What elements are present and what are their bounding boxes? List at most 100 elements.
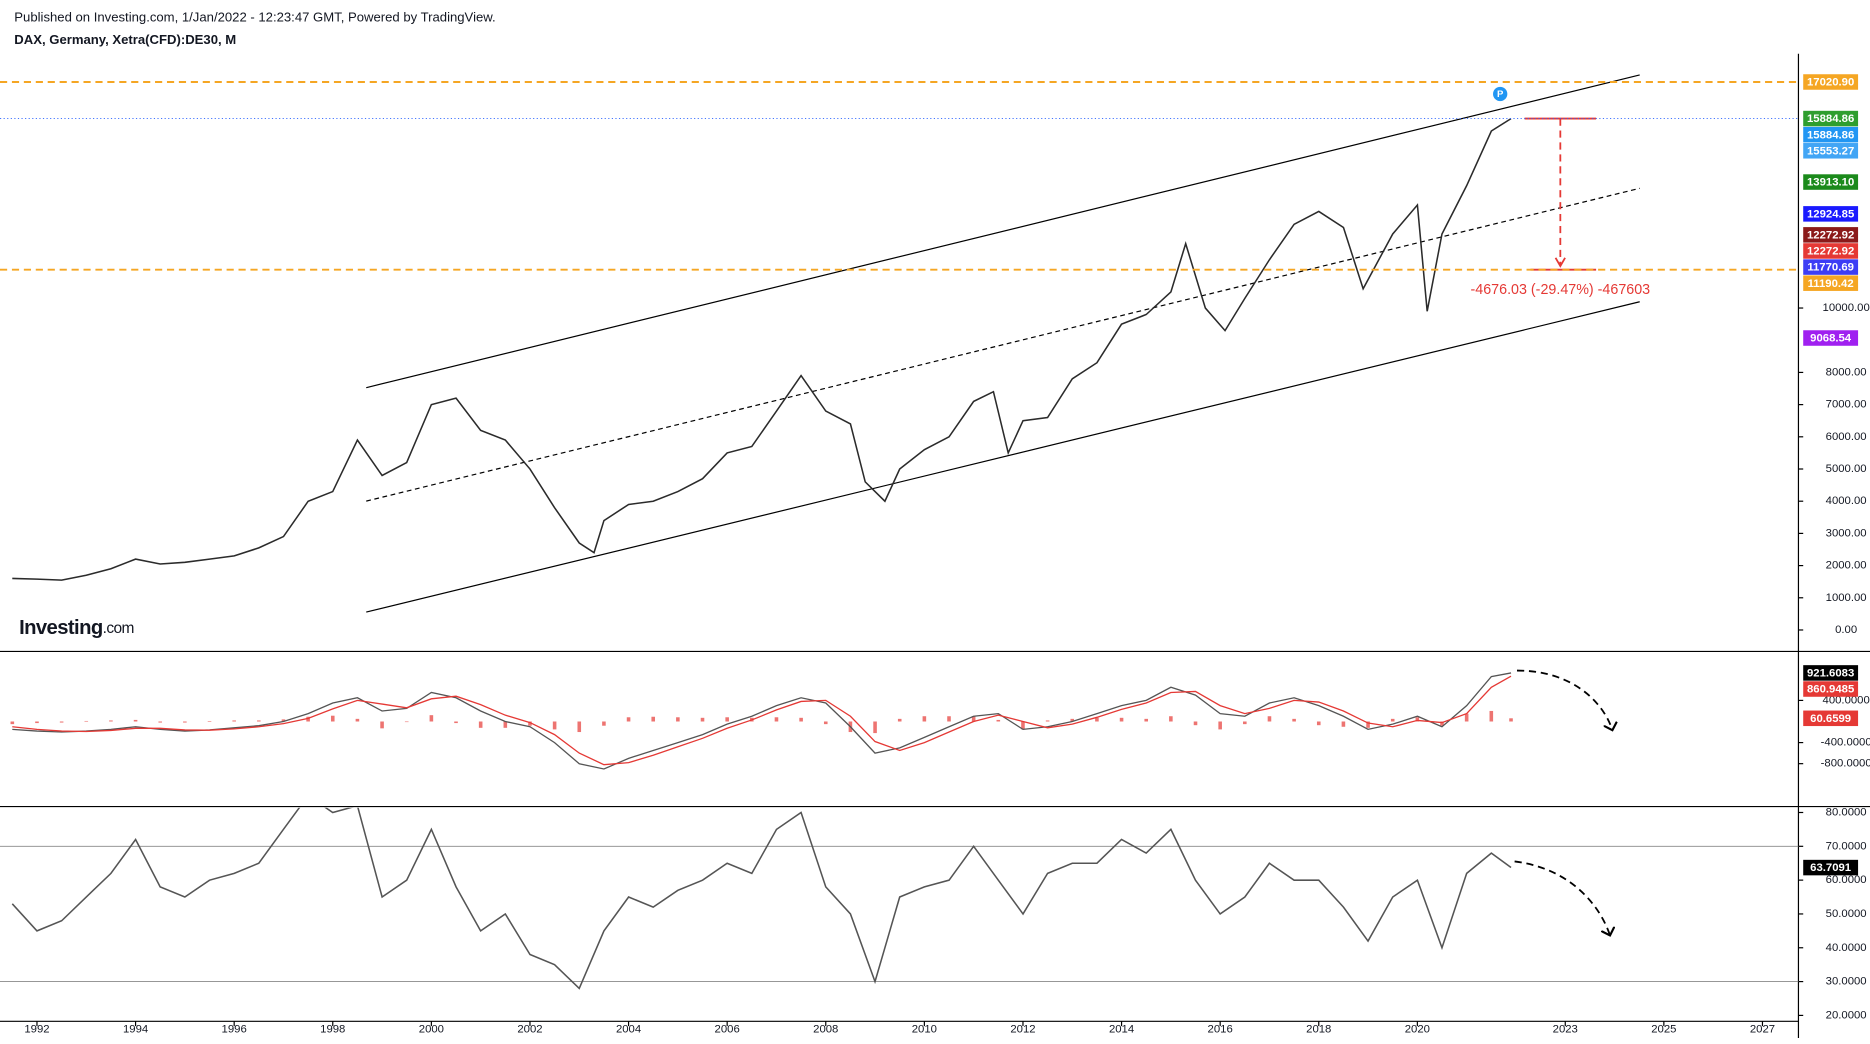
y-tick-label: -400.0000	[1821, 737, 1870, 749]
histogram-bar	[35, 721, 39, 724]
y-tick-label: 80.0000	[1826, 806, 1867, 818]
event-marker-label: P	[1497, 89, 1504, 100]
histogram-bar	[1193, 721, 1198, 726]
price-badge-label: 12924.85	[1807, 208, 1854, 220]
y-tick-label: -800.0000	[1821, 758, 1870, 770]
price-badge-label: 9068.54	[1810, 333, 1852, 345]
price-badge	[1803, 330, 1859, 346]
logo: Investing.com	[19, 617, 134, 639]
histogram-bar	[947, 716, 951, 722]
indicator-line	[12, 672, 1512, 770]
histogram-bar	[257, 720, 261, 722]
histogram-bar	[626, 717, 631, 722]
price-badge-label: 11190.42	[1808, 278, 1854, 290]
price-badge	[1803, 710, 1859, 727]
price-badge-label: 63.7091	[1810, 862, 1851, 874]
histogram-bar	[1440, 721, 1444, 726]
logo-suffix: .com	[103, 620, 134, 637]
y-tick-label: 30.0000	[1826, 976, 1867, 988]
histogram-bar	[1341, 721, 1346, 727]
price-badge-label: 13913.10	[1807, 177, 1854, 189]
histogram-bar	[602, 721, 606, 726]
price-badge	[1803, 110, 1859, 127]
price-badge-label: 60.6599	[1810, 713, 1851, 725]
histogram-bar	[1045, 720, 1050, 722]
y-tick-label: 6000.00	[1826, 431, 1867, 443]
price-badge-label: 15553.27	[1807, 145, 1854, 157]
projection-arrow	[1514, 860, 1610, 935]
price-badge-label: 15884.86	[1807, 113, 1854, 125]
measure-label: -4676.03 (-29.47%) -467603	[1471, 282, 1651, 298]
panel	[0, 807, 1799, 990]
histogram-bar	[552, 721, 557, 730]
logo-main: Investing	[19, 617, 103, 639]
x-tick-label: 2014	[1109, 1024, 1134, 1036]
histogram-bar	[1218, 721, 1222, 730]
histogram-bar	[478, 721, 483, 728]
histogram-bar	[725, 717, 729, 722]
y-tick-label: 50.0000	[1826, 908, 1867, 920]
price-line	[11, 807, 1512, 990]
x-tick-label: 2027	[1750, 1024, 1775, 1036]
x-tick-label: 2004	[616, 1024, 641, 1036]
panel	[10, 672, 1513, 770]
price-badge	[1803, 206, 1859, 222]
histogram-bar	[922, 716, 927, 722]
price-badge	[1803, 74, 1859, 90]
y-tick-label: 70.0000	[1826, 840, 1867, 852]
histogram-bar	[823, 721, 828, 725]
y-tick-label: 40.0000	[1826, 942, 1867, 954]
price-badge-label: 11770.69	[1807, 262, 1854, 274]
histogram-bar	[651, 716, 656, 722]
price-badge	[1803, 275, 1859, 291]
histogram-bar	[1169, 716, 1173, 722]
price-badge	[1803, 859, 1859, 876]
x-tick-label: 2002	[517, 1024, 542, 1036]
histogram-bar	[404, 721, 409, 723]
indicator-line	[12, 675, 1512, 766]
histogram-bar	[1070, 718, 1075, 722]
event-marker	[1493, 86, 1508, 102]
x-tick-label: 2025	[1651, 1024, 1676, 1036]
histogram-bar	[1509, 718, 1513, 722]
histogram-bar	[1243, 721, 1247, 725]
y-tick-label: 4000.00	[1826, 495, 1867, 507]
x-tick-label: 1998	[320, 1024, 345, 1036]
y-tick-label: 7000.00	[1826, 399, 1867, 411]
histogram-bar	[1366, 721, 1370, 728]
histogram-bar	[380, 721, 384, 729]
price-badge-label: 12272.92	[1807, 229, 1854, 241]
histogram-bar	[454, 721, 458, 724]
histogram-bar	[1021, 721, 1025, 730]
price-badge	[1803, 243, 1859, 259]
price-badge	[1803, 126, 1859, 143]
histogram-bar	[355, 718, 360, 722]
y-tick-label: 10000.00	[1823, 302, 1870, 314]
price-badge-label: 921.6083	[1807, 668, 1854, 680]
price-badge	[1803, 665, 1859, 681]
x-tick-label: 2006	[715, 1024, 740, 1036]
histogram-bar	[897, 718, 902, 722]
projection-arrow	[1516, 669, 1612, 731]
histogram-bar	[1316, 721, 1321, 726]
histogram-bar	[429, 715, 434, 722]
price-badge	[1803, 143, 1859, 159]
histogram-bar	[873, 721, 877, 734]
price-badge	[1803, 259, 1859, 275]
histogram-bar	[1292, 718, 1296, 722]
histogram-bar	[10, 721, 15, 725]
price-badge-label: 15884.86	[1807, 129, 1854, 141]
histogram-bar	[996, 719, 1001, 722]
histogram-bar	[1095, 717, 1099, 722]
price-badge-label: 12272.92	[1807, 246, 1854, 258]
histogram-bar	[109, 720, 113, 722]
x-tick-label: 2016	[1208, 1024, 1233, 1036]
histogram-bar	[1119, 717, 1124, 722]
histogram-bar	[971, 716, 976, 722]
published-note: Published on Investing.com, 1/Jan/2022 -…	[14, 9, 495, 24]
histogram-bar	[1464, 713, 1469, 722]
y-tick-label: 2000.00	[1826, 560, 1867, 572]
x-tick-label: 2018	[1306, 1024, 1331, 1036]
y-tick-label: 400.0000	[1823, 694, 1870, 706]
